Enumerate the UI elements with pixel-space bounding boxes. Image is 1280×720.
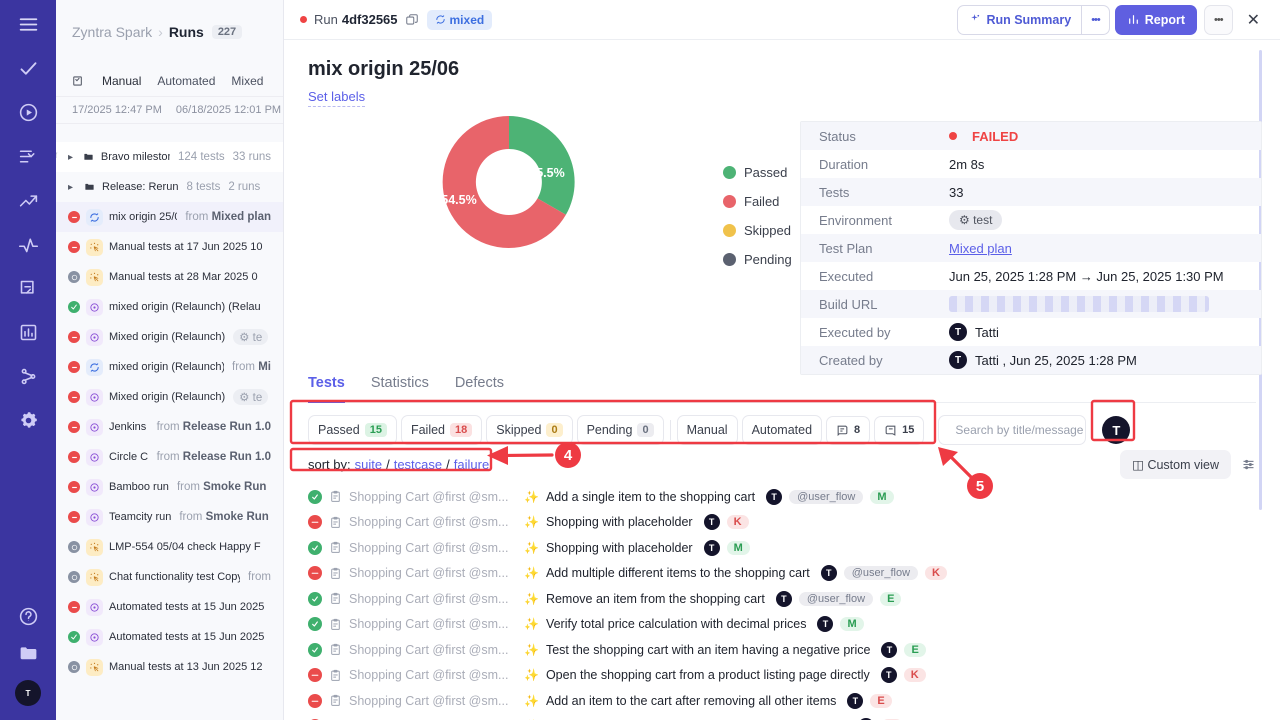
svg-text:T: T — [26, 689, 31, 698]
svg-text:45.5%: 45.5% — [529, 166, 564, 180]
svg-text:54.5%: 54.5% — [441, 193, 476, 207]
